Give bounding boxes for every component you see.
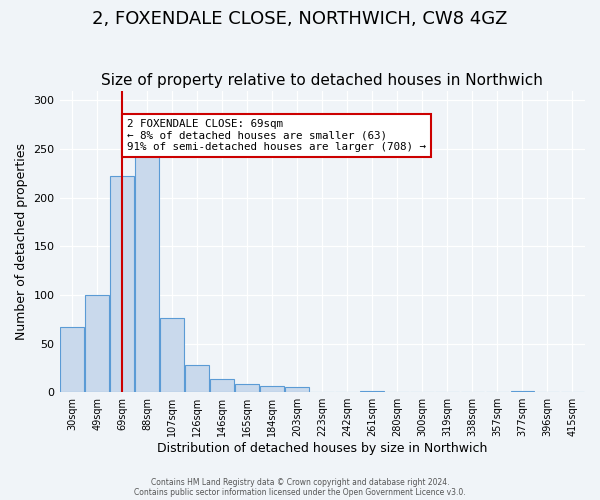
Bar (110, 176, 134, 392)
Bar (160, 318, 184, 392)
Bar (185, 365, 209, 392)
Bar (361, 391, 384, 392)
X-axis label: Distribution of detached houses by size in Northwich: Distribution of detached houses by size … (157, 442, 487, 455)
Bar (60, 327, 84, 392)
Text: Contains HM Land Registry data © Crown copyright and database right 2024.
Contai: Contains HM Land Registry data © Crown c… (134, 478, 466, 497)
Bar (85, 295, 109, 392)
Bar (235, 384, 259, 392)
Bar (135, 155, 159, 392)
Bar (286, 388, 309, 392)
Bar (511, 391, 535, 392)
Bar (260, 386, 284, 392)
Text: 2 FOXENDALE CLOSE: 69sqm
← 8% of detached houses are smaller (63)
91% of semi-de: 2 FOXENDALE CLOSE: 69sqm ← 8% of detache… (127, 119, 426, 152)
Y-axis label: Number of detached properties: Number of detached properties (15, 143, 28, 340)
Bar (210, 378, 234, 392)
Text: 2, FOXENDALE CLOSE, NORTHWICH, CW8 4GZ: 2, FOXENDALE CLOSE, NORTHWICH, CW8 4GZ (92, 10, 508, 28)
Title: Size of property relative to detached houses in Northwich: Size of property relative to detached ho… (101, 73, 543, 88)
